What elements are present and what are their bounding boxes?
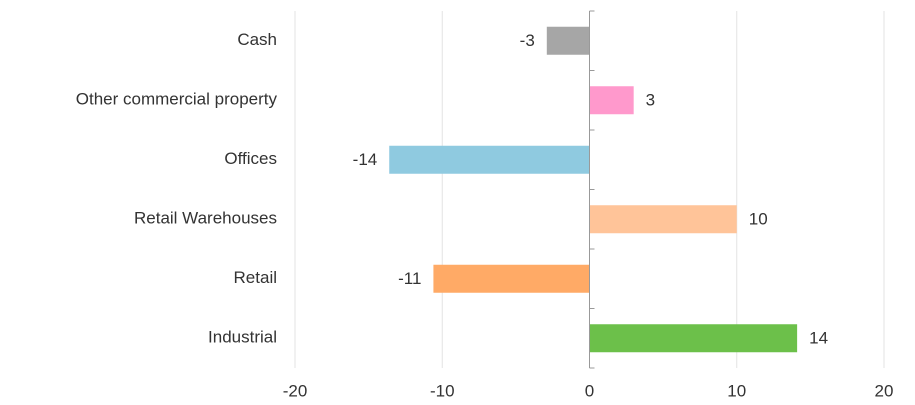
- data-label: 3: [646, 91, 655, 110]
- y-tick-label: Offices: [224, 149, 277, 168]
- bar: [589, 86, 634, 115]
- y-tick-label: Other commercial property: [76, 90, 278, 109]
- x-tick-label: 10: [727, 381, 746, 400]
- y-tick-label: Industrial: [208, 328, 277, 347]
- bar: [546, 26, 590, 55]
- data-label: -11: [398, 269, 421, 288]
- bar: [389, 145, 590, 174]
- bar: [589, 205, 737, 234]
- data-label: -3: [520, 31, 535, 50]
- x-tick-label: 0: [585, 381, 594, 400]
- y-tick-label: Cash: [237, 30, 277, 49]
- y-tick-label: Retail Warehouses: [134, 209, 277, 228]
- data-label: 10: [749, 210, 768, 229]
- y-tick-label: Retail: [234, 268, 277, 287]
- data-label: -14: [353, 150, 378, 169]
- bar: [589, 324, 798, 353]
- data-label: 14: [809, 329, 828, 348]
- x-tick-label: -10: [430, 381, 455, 400]
- x-tick-label: -20: [283, 381, 308, 400]
- x-tick-label: 20: [875, 381, 894, 400]
- bar: [433, 264, 590, 293]
